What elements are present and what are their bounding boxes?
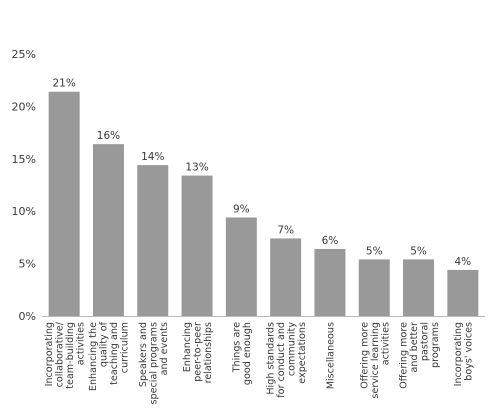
category-label-line: Miscellaneous (325, 322, 336, 389)
y-tick-label: 10% (12, 205, 36, 218)
category-label-line: activities (75, 322, 86, 365)
bar (403, 259, 435, 316)
category-label: High standardsfor conduct andcommunityex… (265, 322, 308, 398)
category-label-line: quality of (99, 321, 110, 367)
category-label-line: Things are (232, 322, 243, 373)
bar (314, 248, 346, 316)
y-tick-label: 25% (12, 48, 36, 61)
category-label-line: Speakers and (138, 322, 149, 387)
category-label-line: Offering more (398, 322, 409, 389)
category-label-line: community (286, 322, 297, 376)
bar (225, 217, 257, 316)
category-label: Things aregood enough (232, 322, 254, 385)
category-label-line: programs (430, 322, 441, 368)
y-tick-label: 20% (12, 100, 36, 113)
category-label-line: and events (159, 322, 170, 375)
category-label-line: teaching and (109, 322, 120, 385)
category-label: Enhancing thequality ofteaching andcurri… (88, 321, 131, 391)
category-label: Offering moreand betterpastoralprograms (398, 322, 441, 389)
category-label: Incorporatingcollaborative/team-building… (44, 321, 87, 389)
category-label-line: Incorporating (44, 322, 55, 386)
data-label: 21% (52, 78, 75, 90)
category-label-line: collaborative/ (54, 321, 65, 387)
category-label-line: special programs (148, 322, 159, 404)
data-label: 4% (455, 256, 472, 268)
y-tick-label: 0% (19, 310, 36, 323)
bar (181, 175, 213, 316)
category-label: Speakers andspecial programsand events (138, 322, 170, 404)
category-label: Incorporatingboys' voices (453, 322, 475, 386)
bar (358, 259, 390, 316)
category-label-line: curriculum (120, 322, 131, 373)
category-label-line: peer-to-peer (193, 322, 204, 382)
category-label-line: Incorporating (453, 322, 464, 386)
category-label-line: expectations (297, 322, 308, 384)
y-tick-label: 15% (12, 153, 36, 166)
bar (48, 91, 80, 316)
data-label: 9% (233, 203, 250, 215)
category-label-line: High standards (265, 322, 276, 395)
data-label: 7% (277, 224, 294, 236)
category-label-line: Enhancing (182, 322, 193, 372)
category-label-line: team-building (65, 322, 76, 389)
data-label: 13% (185, 162, 208, 174)
category-label-line: good enough (242, 322, 253, 385)
data-label: 5% (410, 245, 427, 257)
bar (447, 269, 479, 316)
category-label-line: for conduct and (276, 322, 287, 398)
data-label: 5% (366, 245, 383, 257)
category-label-line: boys' voices (464, 322, 475, 381)
category-label-line: Enhancing the (88, 322, 99, 391)
data-label: 6% (322, 235, 339, 247)
category-label-line: service learning (370, 322, 381, 399)
data-label: 14% (141, 151, 164, 163)
category-label-line: relationships (203, 322, 214, 383)
category-label-line: pastoral (419, 322, 430, 361)
bar (270, 238, 302, 316)
category-label-line: and better (409, 322, 420, 373)
y-tick-label: 5% (19, 258, 36, 271)
bar (137, 165, 169, 316)
category-label: Offering moreservice learningactivities (359, 322, 391, 399)
category-label-line: Offering more (359, 322, 370, 389)
bar (92, 144, 124, 316)
category-label: Miscellaneous (325, 322, 336, 389)
category-label: Enhancingpeer-to-peerrelationships (182, 322, 214, 383)
category-label-line: activities (380, 322, 391, 365)
data-label: 16% (97, 130, 120, 142)
